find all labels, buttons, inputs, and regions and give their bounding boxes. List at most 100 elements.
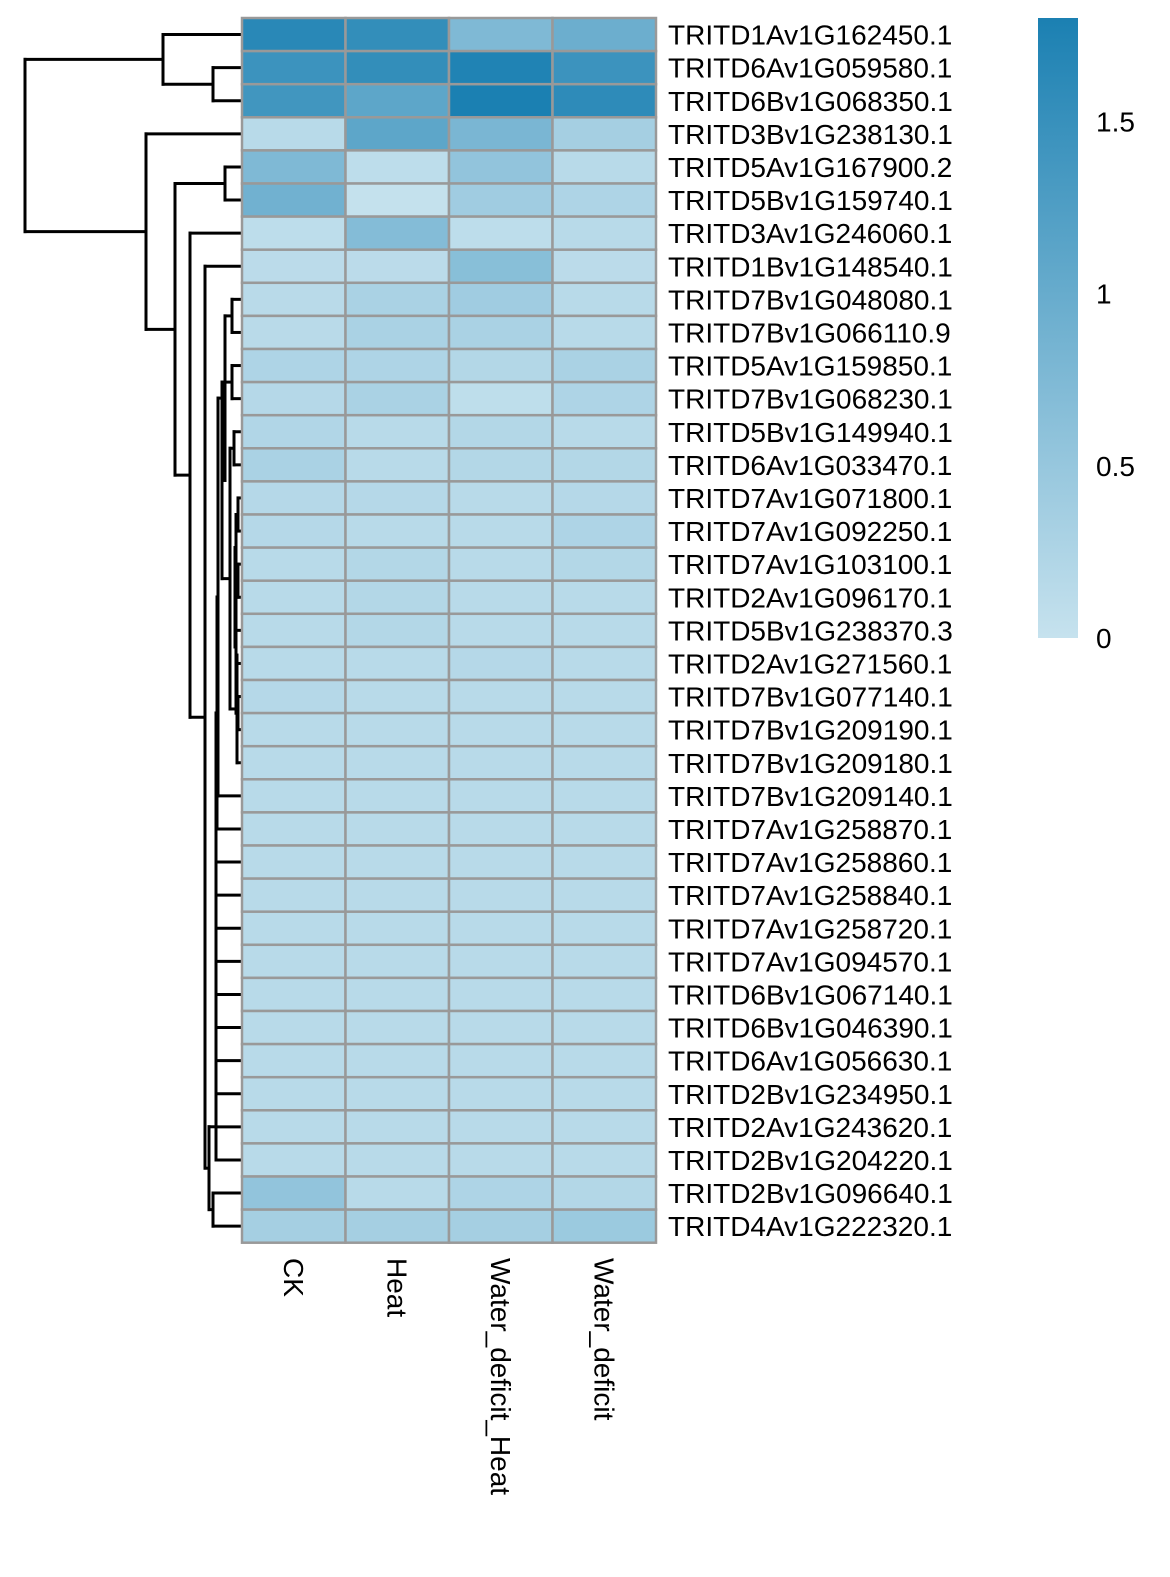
- heatmap-cell: [344, 447, 451, 483]
- row-label: TRITD3Av1G246060.1: [668, 218, 952, 249]
- heatmap-cell: [551, 976, 658, 1013]
- heatmap-cell: [344, 579, 451, 616]
- heatmap-cell: [344, 314, 451, 351]
- heatmap-cell: [240, 480, 347, 516]
- heatmap-cell: [551, 744, 658, 781]
- heatmap-cell: [447, 215, 554, 251]
- row-label: TRITD7Av1G258860.1: [668, 847, 952, 878]
- heatmap-cell: [447, 413, 554, 450]
- heatmap-cell: [551, 778, 658, 814]
- heatmap-cell: [240, 1175, 347, 1211]
- row-label: TRITD7Av1G258720.1: [668, 913, 952, 944]
- heatmap-cell: [240, 976, 347, 1013]
- row-label: TRITD7Av1G258840.1: [668, 880, 952, 911]
- row-label: TRITD2Bv1G204220.1: [668, 1145, 953, 1176]
- heatmap-cell: [240, 413, 347, 450]
- heatmap-cell: [447, 314, 554, 351]
- heatmap-cell: [551, 678, 658, 715]
- heatmap-cell: [240, 778, 347, 814]
- heatmap-cell: [447, 149, 554, 185]
- heatmap-cell: [447, 1009, 554, 1046]
- heatmap-cell: [447, 16, 554, 53]
- color-legend: 0 0.5 1 1.5: [1038, 18, 1135, 654]
- heatmap-cell: [551, 1075, 658, 1112]
- heatmap-cell: [240, 314, 347, 351]
- heatmap-cell: [447, 1075, 554, 1112]
- heatmap-cell: [447, 844, 554, 880]
- heatmap-cell: [240, 943, 347, 980]
- heatmap-cell: [344, 1009, 451, 1046]
- heatmap-cell: [344, 182, 451, 218]
- row-label: TRITD7Bv1G048080.1: [668, 284, 953, 315]
- legend-tick-label: 1: [1096, 279, 1112, 310]
- row-label: TRITD5Bv1G238370.3: [668, 615, 953, 646]
- heatmap-cell: [240, 612, 347, 649]
- row-label: TRITD7Bv1G066110.9: [668, 317, 951, 348]
- row-label: TRITD2Av1G096170.1: [668, 582, 952, 613]
- heatmap-cell: [240, 82, 347, 119]
- heatmap-cell: [344, 1075, 451, 1112]
- row-label: TRITD7Av1G071800.1: [668, 483, 952, 514]
- heatmap-cell: [344, 778, 451, 814]
- heatmap-cell: [551, 380, 658, 417]
- heatmap-cell: [447, 811, 554, 847]
- heatmap-cell: [551, 49, 658, 86]
- row-label: TRITD5Bv1G149940.1: [668, 417, 953, 448]
- heatmap-cell: [447, 1175, 554, 1211]
- heatmap-cell: [447, 513, 554, 549]
- heatmap-cell: [240, 910, 347, 947]
- row-dendrogram: [23, 33, 244, 1228]
- row-labels: TRITD1Av1G162450.1TRITD6Av1G059580.1TRIT…: [668, 20, 953, 1243]
- heatmap-cell: [551, 16, 658, 53]
- heatmap-cell: [447, 678, 554, 715]
- heatmap-cell: [240, 844, 347, 880]
- column-label: Water_deficit_Heat: [485, 1258, 516, 1495]
- heatmap-cell: [344, 844, 451, 880]
- row-label: TRITD7Av1G092250.1: [668, 516, 952, 547]
- row-label: TRITD6Bv1G046390.1: [668, 1013, 953, 1044]
- heatmap-cell: [551, 910, 658, 947]
- heatmap-cell: [240, 711, 347, 748]
- heatmap-cell: [240, 116, 347, 152]
- row-label: TRITD7Bv1G077140.1: [668, 682, 953, 713]
- heatmap-cell: [240, 149, 347, 185]
- heatmap-cell: [344, 1208, 451, 1244]
- heatmap-cell: [447, 612, 554, 649]
- heatmap-cell: [240, 678, 347, 715]
- heatmap-cell: [344, 16, 451, 53]
- heatmap-cell: [344, 1175, 451, 1211]
- heatmap-cell: [240, 215, 347, 251]
- heatmap-cell: [447, 480, 554, 516]
- heatmap-cell: [447, 976, 554, 1013]
- heatmap-cell: [240, 877, 347, 913]
- row-label: TRITD5Av1G159850.1: [668, 351, 952, 382]
- heatmap-cell: [240, 281, 347, 318]
- heatmap-cell: [240, 744, 347, 781]
- heatmap-cell: [551, 314, 658, 351]
- heatmap-cell: [447, 943, 554, 980]
- heatmap-cell: [551, 1142, 658, 1178]
- heatmap-cell: [344, 1042, 451, 1079]
- heatmap-cell: [344, 943, 451, 980]
- heatmap-cell: [447, 546, 554, 582]
- heatmap-cell: [447, 744, 554, 781]
- heatmap-cell: [240, 447, 347, 483]
- heatmap-cell: [551, 248, 658, 285]
- heatmap-cell: [551, 413, 658, 450]
- row-label: TRITD6Av1G056630.1: [668, 1046, 952, 1077]
- heatmap-cell: [551, 281, 658, 318]
- heatmap-cell: [344, 116, 451, 152]
- column-label: Water_deficit: [588, 1258, 619, 1421]
- heatmap-cell: [240, 1109, 347, 1145]
- heatmap-cell: [551, 82, 658, 119]
- column-label: Heat: [381, 1258, 412, 1317]
- heatmap-cell: [344, 910, 451, 947]
- heatmap-cell: [551, 579, 658, 616]
- row-label: TRITD7Bv1G209190.1: [668, 715, 953, 746]
- heatmap-cell: [551, 1175, 658, 1211]
- heatmap-cell: [240, 380, 347, 417]
- legend-color-bar: [1038, 18, 1078, 638]
- heatmap-cell: [551, 811, 658, 847]
- heatmap-cell: [344, 49, 451, 86]
- row-label: TRITD7Av1G258870.1: [668, 814, 952, 845]
